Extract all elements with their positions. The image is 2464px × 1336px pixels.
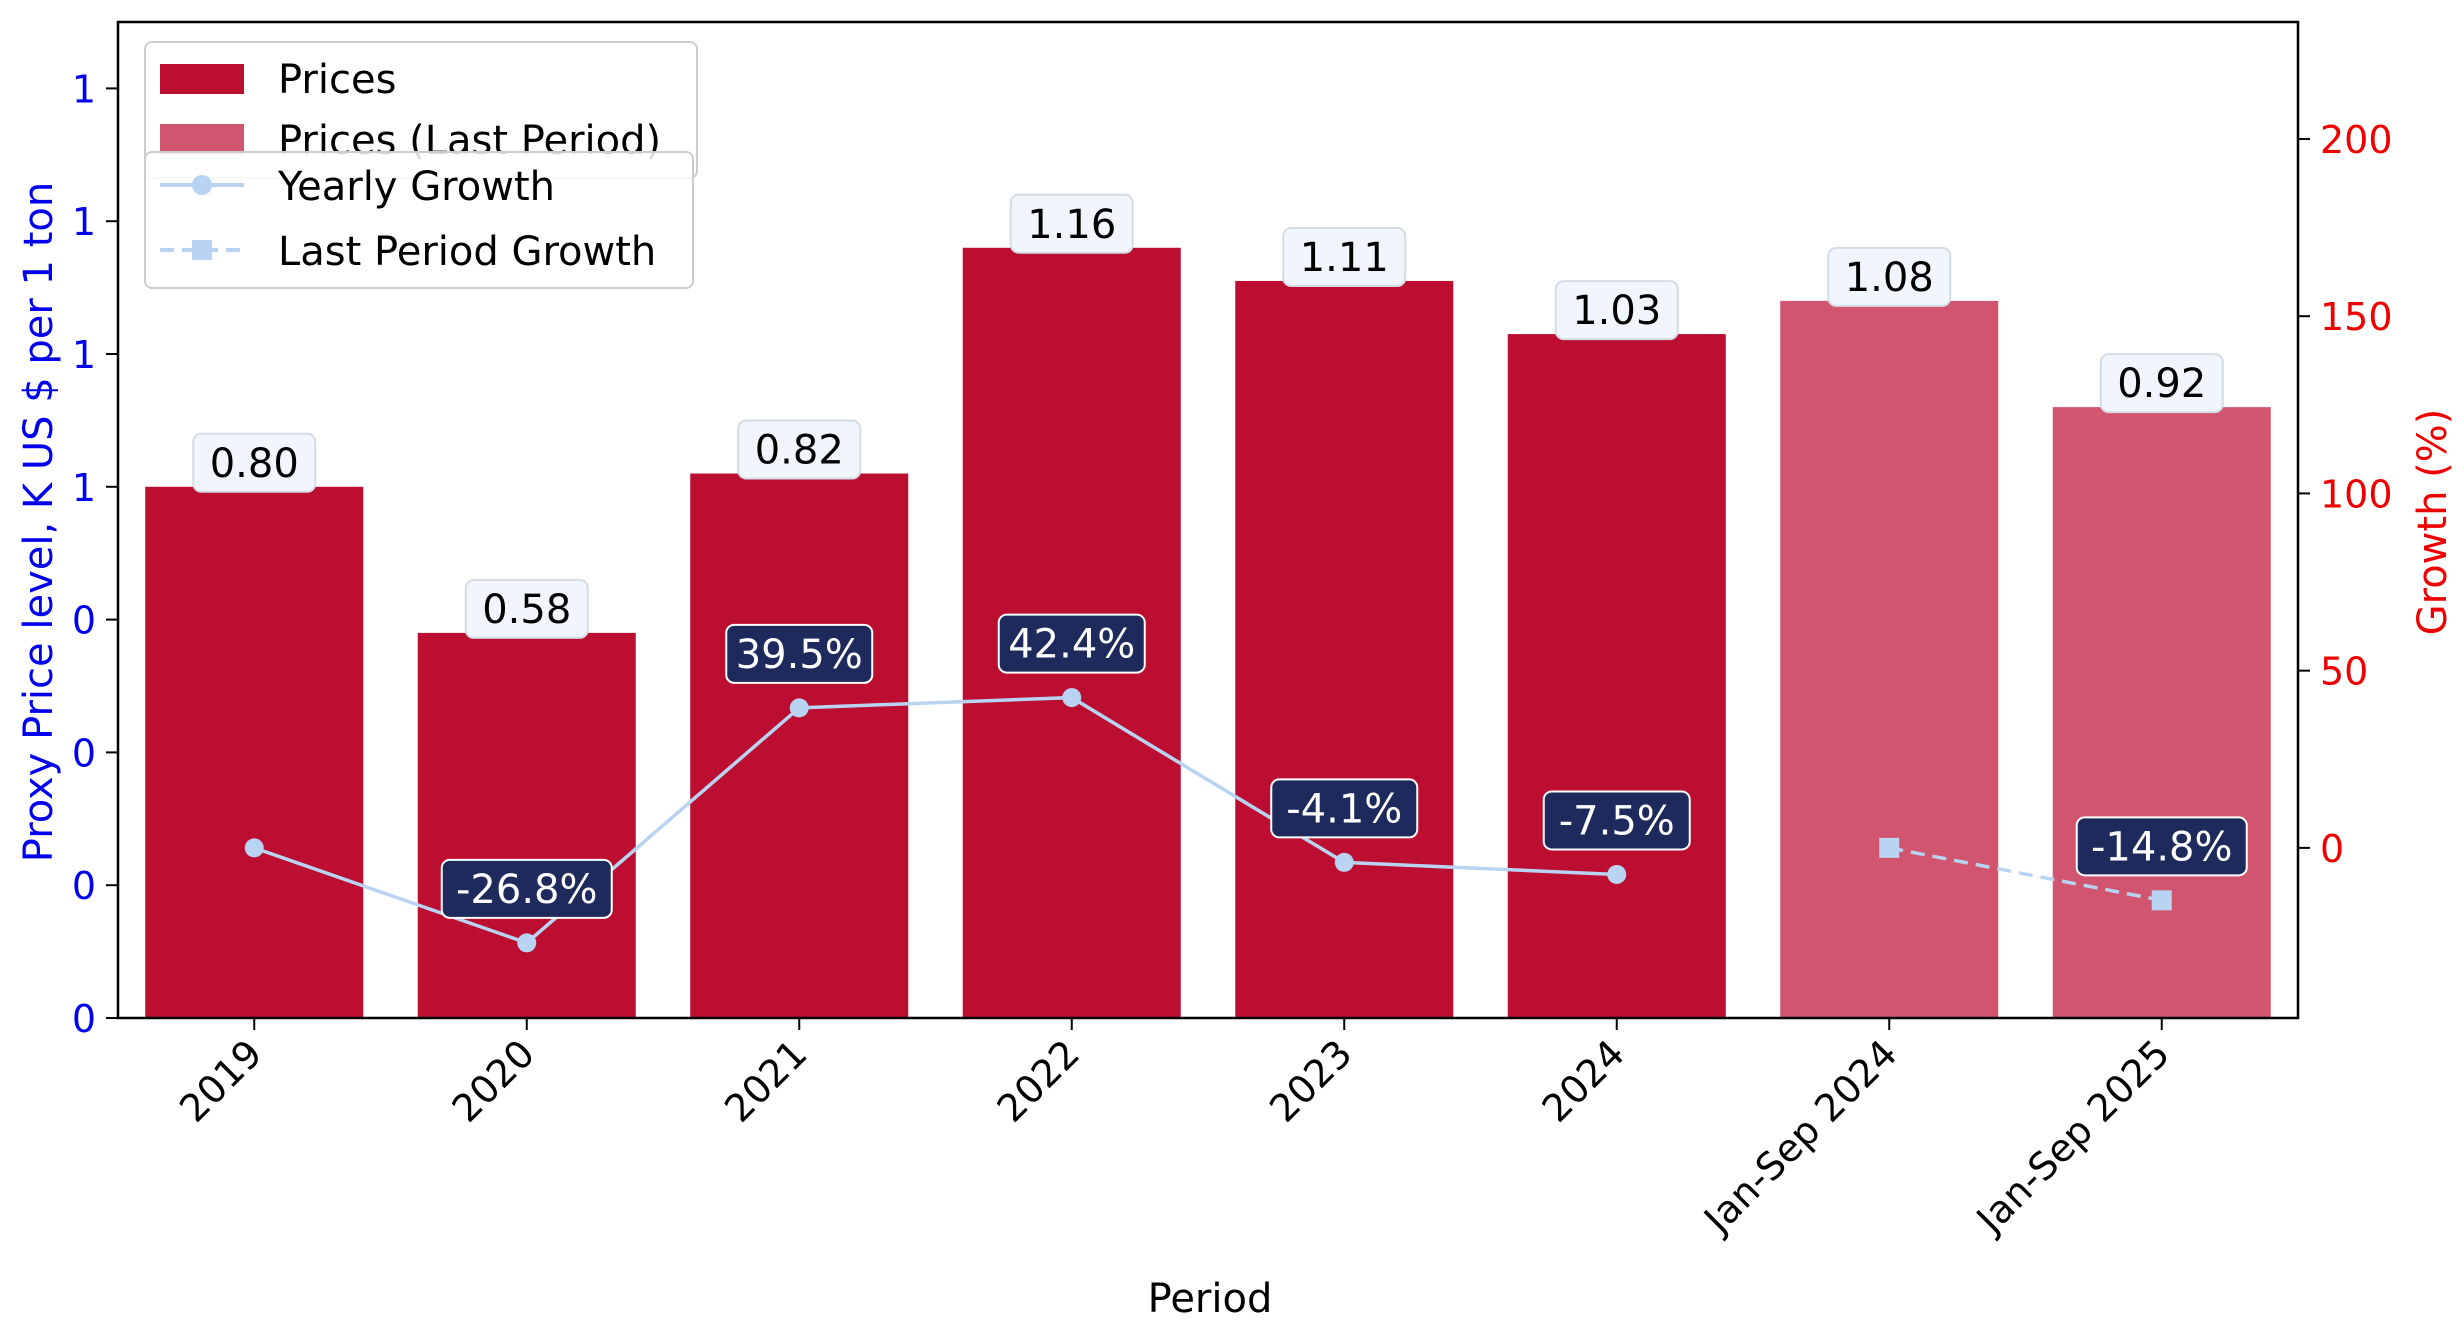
growth-label: -26.8% <box>456 867 598 913</box>
bar <box>417 632 636 1018</box>
price-label: 0.82 <box>755 428 844 474</box>
bar <box>690 473 909 1018</box>
price-label: 1.11 <box>1300 235 1389 281</box>
growth-label: -4.1% <box>1286 786 1402 832</box>
growth-label-box <box>440 858 613 919</box>
bar <box>145 486 364 1018</box>
price-label: 1.08 <box>1845 255 1934 301</box>
price-label-box <box>192 432 317 493</box>
bars-layer <box>145 247 2271 1019</box>
legend-label-prices: Prices <box>278 57 396 103</box>
legend-swatch-prices-last-period <box>160 124 244 154</box>
growth-point <box>244 838 264 858</box>
legend-swatch-prices <box>160 64 244 94</box>
y-tick-label-right: 0 <box>2320 827 2344 871</box>
price-label: 1.16 <box>1027 202 1116 248</box>
growth-label: 42.4% <box>1008 622 1135 668</box>
growth-label: -14.8% <box>2091 824 2233 870</box>
x-tick-label: 2023 <box>1261 1031 1361 1131</box>
growth-point <box>517 933 537 953</box>
growth-point <box>1334 852 1354 872</box>
growth-point <box>789 698 809 718</box>
legend-label-yearly-growth: Yearly Growth <box>277 164 555 210</box>
y-tick-label-left: 1 <box>72 333 96 377</box>
bar <box>1235 280 1454 1019</box>
growth-label-box <box>725 623 874 684</box>
price-label-box <box>464 578 589 639</box>
y-tick-label-left: 1 <box>72 67 96 111</box>
y-tick-label-left: 0 <box>72 864 96 908</box>
price-label-box <box>1009 193 1134 254</box>
price-label: 0.92 <box>2117 361 2206 407</box>
y-tick-label-left: 1 <box>72 466 96 510</box>
data-labels-layer: 0.80 0.58 0.82 1.16 1.11 1.03 1.08 0.92 -26.8% 39… <box>192 193 2248 919</box>
growth-line <box>253 695 1617 945</box>
y-tick-label-left: 0 <box>72 599 96 643</box>
x-tick-label: 2022 <box>989 1031 1089 1131</box>
legend-growth-box: Yearly Growth Last Period Growth <box>144 151 694 289</box>
y-tick-label-left: 0 <box>72 731 96 775</box>
growth-label-box <box>997 613 1146 674</box>
growth-point <box>1607 864 1627 884</box>
growth-point <box>2151 890 2172 911</box>
x-tick-label: Jan-Sep 2024 <box>1694 1031 1905 1242</box>
x-tick-label: 2020 <box>444 1031 544 1131</box>
x-tick-label: 2019 <box>171 1031 271 1131</box>
y-tick-label-left: 1 <box>72 200 96 244</box>
x-tick-label: Jan-Sep 2025 <box>1967 1031 2178 1242</box>
y-tick-label-right: 50 <box>2320 650 2368 694</box>
x-tick-label: 2024 <box>1534 1031 1634 1131</box>
legend-label-last-period-growth: Last Period Growth <box>278 229 656 275</box>
growth-point <box>1879 837 1900 858</box>
plot-frame <box>116 20 2300 1020</box>
y-axis-label-right: Growth (%) <box>2410 409 2456 636</box>
growth-point <box>1062 688 1082 708</box>
x-axis-label: Period <box>1148 1276 1273 1322</box>
bar <box>2052 407 2271 1018</box>
price-label: 0.80 <box>210 441 299 487</box>
y-tick-label-left: 0 <box>72 997 96 1041</box>
growth-label-box <box>1542 790 1691 851</box>
bar <box>1780 300 1999 1018</box>
y-tick-label-right: 100 <box>2320 472 2393 516</box>
bar <box>1507 334 1726 1019</box>
price-label-box <box>1282 226 1407 287</box>
growth-label-box <box>2075 816 2248 877</box>
growth-label: -7.5% <box>1559 798 1675 844</box>
price-label-box <box>1827 246 1952 307</box>
price-label: 1.03 <box>1572 288 1661 334</box>
legend-marker-last-period-growth <box>192 240 212 260</box>
y-axis-label-left: Proxy Price level, K US $ per 1 ton <box>16 182 62 862</box>
price-label-box <box>2099 353 2224 414</box>
y-tick-label-right: 200 <box>2320 118 2393 162</box>
growth-label-box <box>1270 778 1419 839</box>
growth-line <box>1888 846 2163 903</box>
legend-prices-box: Prices Prices (Last Period) <box>144 41 698 179</box>
price-label: 0.58 <box>482 587 571 633</box>
legend-marker-yearly-growth <box>192 175 212 195</box>
y-tick-label-right: 150 <box>2320 295 2393 339</box>
price-label-box <box>737 419 862 480</box>
x-tick-label: 2021 <box>716 1031 816 1131</box>
growth-lines-layer <box>244 688 2172 953</box>
price-label-box <box>1554 280 1679 341</box>
growth-label: 39.5% <box>736 632 863 678</box>
